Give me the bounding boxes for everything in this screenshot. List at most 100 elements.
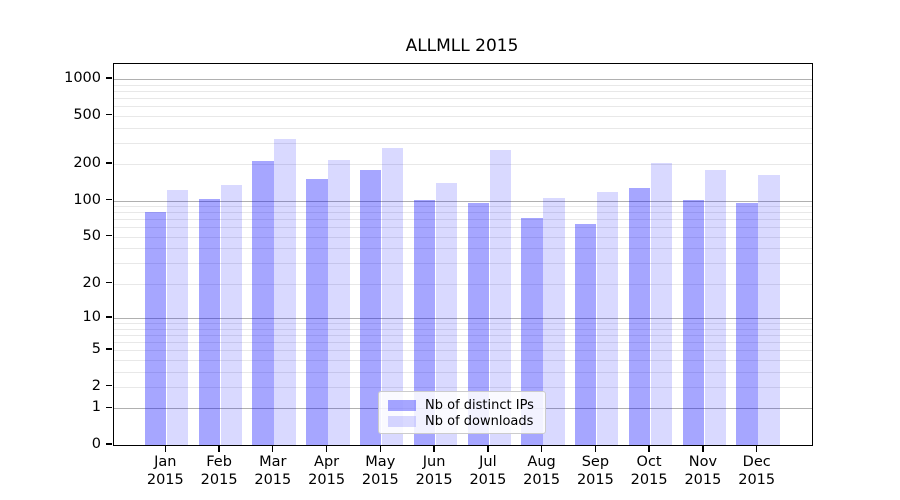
y-axis-tick-mark	[106, 316, 112, 318]
bar-downloads	[597, 192, 619, 445]
y-axis-tick-mark	[106, 385, 112, 387]
bar-downloads	[489, 149, 511, 445]
y-axis-tick-label: 0	[91, 436, 101, 452]
gridline	[114, 98, 812, 99]
bar-distinct-ips	[306, 178, 328, 445]
legend-label-distinct-ips: Nb of distinct IPs	[425, 397, 534, 413]
y-axis-tick-mark	[106, 348, 112, 350]
x-axis-tick-mark	[648, 445, 650, 452]
bar-distinct-ips	[521, 217, 543, 445]
x-axis-tick-mark	[433, 445, 435, 452]
gridline	[114, 350, 812, 352]
x-axis-tick-label: Sep 2015	[576, 454, 614, 488]
legend-row-distinct-ips: Nb of distinct IPs	[388, 397, 536, 413]
gridline	[114, 206, 812, 208]
x-axis-tick-mark	[594, 445, 597, 452]
bar-downloads	[381, 147, 404, 445]
x-axis-tick-mark	[379, 445, 381, 452]
y-axis-tick-label: 5	[91, 341, 101, 358]
bar-distinct-ips	[575, 223, 597, 445]
gridline	[114, 227, 812, 229]
bar-downloads	[435, 182, 458, 445]
x-axis-tick-label: Dec 2015	[738, 454, 776, 488]
gridline	[114, 323, 812, 324]
grid-layer	[114, 64, 812, 445]
bar-distinct-ips	[252, 161, 274, 445]
gridline	[114, 90, 812, 92]
gridline	[114, 386, 812, 388]
gridline	[114, 200, 812, 202]
chart-title: ALLMLL 2015	[405, 36, 519, 56]
y-axis-tick-mark	[106, 114, 112, 116]
gridline	[114, 212, 812, 214]
gridline	[114, 79, 812, 81]
x-axis-tick-label: Nov 2015	[684, 454, 722, 488]
bar-distinct-ips	[628, 187, 651, 445]
gridline	[114, 115, 812, 117]
y-axis-tick-label: 500	[73, 106, 101, 123]
y-axis-tick-label: 100	[73, 191, 101, 208]
y-axis-tick-mark	[106, 77, 112, 79]
gridline	[114, 371, 812, 373]
bar-downloads	[220, 184, 243, 445]
x-axis-tick-label: Mar 2015	[254, 454, 292, 488]
gridline	[114, 328, 812, 330]
bar-downloads	[650, 163, 673, 445]
y-axis-tick-label: 200	[73, 155, 101, 172]
bar-downloads	[166, 190, 189, 445]
gridline	[114, 106, 812, 108]
y-axis-tick-label: 1	[91, 399, 101, 416]
bar-distinct-ips	[467, 202, 489, 445]
x-axis-tick-mark	[756, 445, 758, 452]
plot-area	[113, 63, 813, 446]
gridline	[114, 318, 812, 319]
x-axis-tick-label: Apr 2015	[308, 454, 346, 488]
legend-swatch-downloads	[388, 415, 416, 427]
bar-layer	[114, 64, 812, 445]
x-axis-tick-label: Oct 2015	[630, 454, 668, 488]
x-axis-tick-label: Jul 2015	[469, 454, 507, 488]
bar-downloads	[328, 160, 350, 445]
bar-downloads	[704, 169, 726, 445]
gridline	[114, 334, 812, 336]
y-axis-tick-label: 20	[82, 274, 101, 291]
y-axis-tick-label: 2	[91, 377, 101, 394]
y-axis-tick-mark	[106, 162, 112, 164]
bar-downloads	[274, 139, 296, 445]
y-axis-tick-label: 10	[82, 309, 101, 325]
y-axis-tick-mark	[106, 198, 112, 201]
y-axis-tick-mark	[106, 406, 112, 408]
x-axis-tick-mark	[325, 445, 328, 452]
x-axis-tick-label: Aug 2015	[523, 454, 561, 488]
bar-distinct-ips	[359, 170, 382, 445]
legend-label-downloads: Nb of downloads	[425, 413, 534, 429]
bar-distinct-ips	[413, 200, 436, 445]
gridline	[114, 164, 812, 166]
gridline	[114, 283, 812, 285]
y-axis-tick-label: 50	[82, 227, 101, 244]
bar-downloads	[543, 198, 565, 445]
x-axis-tick-mark	[164, 445, 166, 452]
gridline	[114, 359, 812, 361]
gridline	[114, 142, 812, 144]
x-axis-tick-label: May 2015	[361, 454, 399, 488]
y-axis-tick-mark	[106, 282, 112, 284]
legend-swatch-distinct-ips	[388, 399, 416, 411]
x-axis-tick-label: Jan 2015	[146, 454, 184, 488]
y-axis-tick-mark	[106, 235, 112, 237]
bar-distinct-ips	[198, 198, 221, 445]
gridline	[114, 127, 812, 129]
legend-row-downloads: Nb of downloads	[388, 413, 536, 429]
gridline	[114, 263, 812, 265]
x-axis-tick-mark	[702, 445, 704, 452]
y-axis-tick-mark	[106, 443, 112, 445]
x-axis-tick-mark	[272, 445, 274, 452]
gridline	[114, 341, 812, 343]
gridline	[114, 84, 812, 86]
legend: Nb of distinct IPs Nb of downloads	[378, 391, 546, 434]
gridline	[114, 248, 812, 250]
y-axis-tick-label: 1000	[64, 70, 101, 87]
bar-distinct-ips	[736, 203, 758, 445]
x-axis-tick-mark	[487, 445, 489, 452]
